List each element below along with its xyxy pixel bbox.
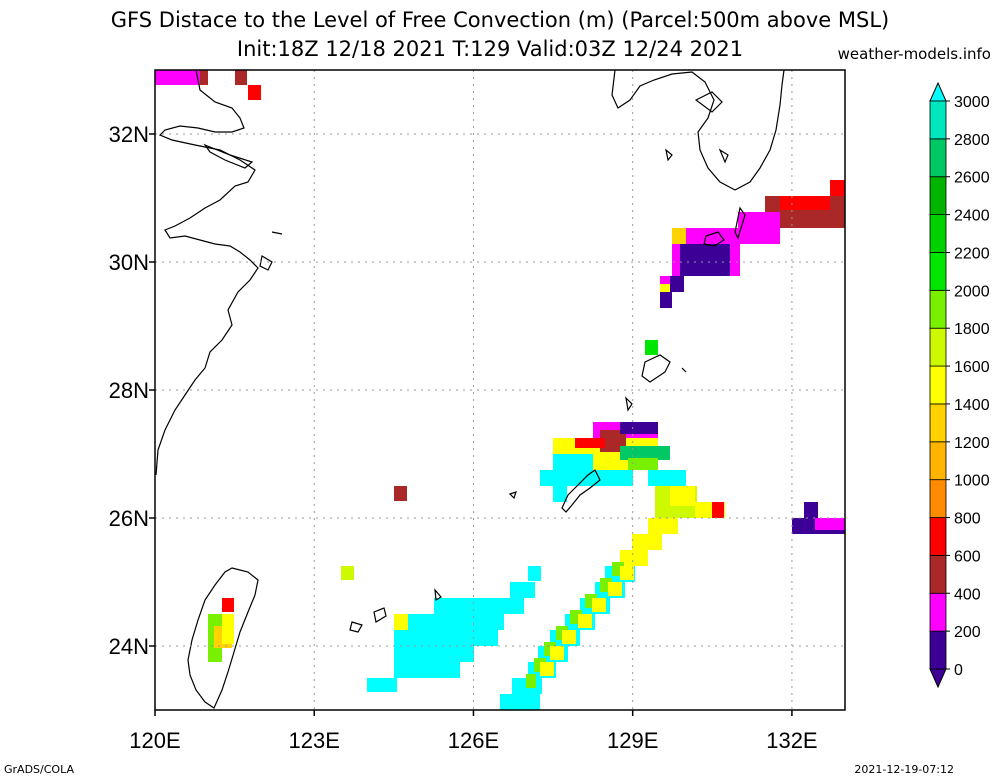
- colorbar-max-arrow: [929, 81, 947, 102]
- colorbar-label: 2000: [954, 283, 990, 300]
- lon-tick-label: 126E: [448, 728, 499, 753]
- software-label: GrADS/COLA: [4, 763, 74, 776]
- colorbar-segment: [929, 441, 947, 481]
- colorbar-label: 2600: [954, 170, 990, 187]
- lon-tick-label: 120E: [129, 728, 180, 753]
- colorbar-label: 200: [954, 624, 981, 641]
- lon-tick-label: 123E: [289, 728, 340, 753]
- graticule: [155, 70, 845, 710]
- colorbar-label: 2400: [954, 208, 990, 225]
- lat-tick-label: 24N: [109, 634, 149, 659]
- colorbar-segment: [929, 289, 947, 329]
- colorbar-label: 800: [954, 511, 981, 528]
- colorbar-segment: [929, 403, 947, 443]
- colorbar-segment: [929, 592, 947, 632]
- colorbar-segment: [929, 214, 947, 253]
- map-title: GFS Distace to the Level of Free Convect…: [110, 8, 890, 32]
- colorbar-label: 1000: [954, 473, 990, 490]
- lon-tick-label: 132E: [766, 728, 817, 753]
- colorbar-label: 1600: [954, 359, 990, 376]
- lat-tick-label: 28N: [109, 378, 149, 403]
- lat-tick-label: 26N: [109, 506, 149, 531]
- colorbar-label: 3000: [954, 94, 990, 111]
- colorbar-label: 2200: [954, 245, 990, 262]
- colorbar-segment: [929, 100, 947, 140]
- lat-tick-label: 32N: [109, 122, 149, 147]
- colorbar-label: 0: [954, 662, 963, 679]
- lat-tick-label: 30N: [109, 250, 149, 275]
- colorbar-segment: [929, 630, 947, 670]
- colorbar-label: 1200: [954, 435, 990, 452]
- map-subtitle: Init:18Z 12/18 2021 T:129 Valid:03Z 12/2…: [236, 37, 744, 61]
- colorbar-segment: [929, 479, 947, 518]
- colorbar-label: 600: [954, 548, 981, 565]
- colorbar-min-arrow: [929, 668, 947, 689]
- credit-label: weather-models.info: [837, 45, 991, 63]
- colorbar-segment: [929, 555, 947, 594]
- colorbar-segment: [929, 138, 947, 178]
- lon-tick-label: 129E: [607, 728, 658, 753]
- colorbar-segment: [929, 327, 947, 367]
- colorbar-label: 400: [954, 586, 981, 603]
- colorbar-segment: [929, 252, 947, 291]
- colorbar-segment: [929, 365, 947, 405]
- timestamp-label: 2021-12-19-07:12: [854, 763, 954, 776]
- colorbar-segment: [929, 517, 947, 556]
- coastlines: [155, 69, 785, 709]
- colorbar-label: 1800: [954, 321, 990, 338]
- lfc-field: [155, 70, 845, 710]
- colorbar-label: 2800: [954, 132, 990, 149]
- colorbar: 0 200 400 600 800 1000 1200 1400 1600 1800 2000 220…: [929, 81, 990, 689]
- colorbar-segment: [929, 176, 947, 216]
- colorbar-label: 1400: [954, 397, 990, 414]
